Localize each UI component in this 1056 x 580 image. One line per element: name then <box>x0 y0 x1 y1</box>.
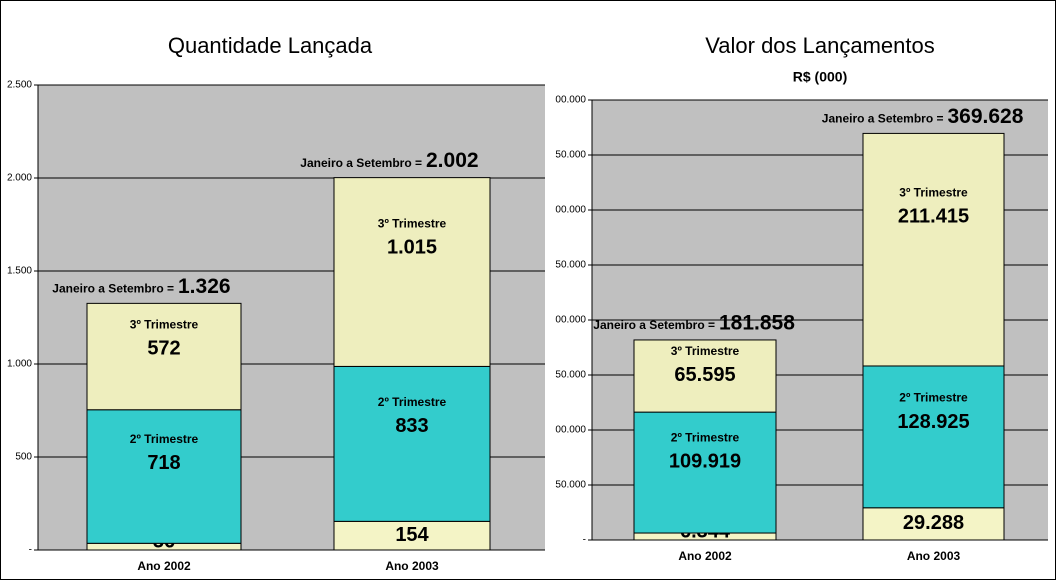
segment-name: 3º Trimestre <box>130 317 199 331</box>
total-label: 2.002 <box>426 149 479 172</box>
bar-segment <box>333 520 491 551</box>
y-tick-label: 1.500 <box>7 266 32 277</box>
total-prefix: Janeiro a Setembro = <box>822 112 944 126</box>
y-tick-label: 50.000 <box>555 480 586 491</box>
total-prefix: Janeiro a Setembro = <box>52 282 174 296</box>
data-label: 29.288 <box>903 512 964 534</box>
bar-segment <box>333 365 491 522</box>
data-label: 572 <box>147 338 180 360</box>
total-label: 181.858 <box>719 312 795 335</box>
bar-segment <box>333 177 491 367</box>
segment-name: 2º Trimestre <box>378 395 447 409</box>
y-tick-label: 1.000 <box>7 359 32 370</box>
segment-name: 3º Trimestre <box>899 185 968 199</box>
data-label: 211.415 <box>898 205 969 227</box>
data-label: 109.919 <box>669 451 741 473</box>
segment-name: 2º Trimestre <box>899 391 968 405</box>
data-label: 718 <box>147 452 180 474</box>
x-tick-label: Ano 2002 <box>137 559 191 573</box>
y-tick-label: 2.000 <box>7 173 32 184</box>
data-label: 65.595 <box>674 364 735 386</box>
bar-segment <box>633 411 777 534</box>
y-tick-label: 500 <box>15 452 32 463</box>
data-label: 833 <box>395 415 428 437</box>
y-tick-label: - <box>29 545 32 556</box>
data-label: 154 <box>395 524 429 546</box>
y-tick-label: 50.000 <box>555 370 586 381</box>
bar-segment <box>862 132 1005 367</box>
bar-segment <box>862 365 1005 509</box>
y-tick-label: 50.000 <box>555 150 586 161</box>
bar-segment <box>633 339 777 413</box>
total-prefix: Janeiro a Setembro = <box>593 318 715 332</box>
x-tick-label: Ano 2002 <box>678 549 732 563</box>
bar-segment <box>862 507 1005 541</box>
data-label: 128.925 <box>897 411 969 433</box>
data-label: 1.015 <box>387 237 437 259</box>
y-tick-label: 00.000 <box>555 425 586 436</box>
segment-name: 2º Trimestre <box>671 431 740 445</box>
y-tick-label: 2.500 <box>7 80 32 91</box>
y-tick-label: 00.000 <box>555 95 586 106</box>
total-label: 369.628 <box>948 105 1024 128</box>
segment-name: 3º Trimestre <box>671 344 740 358</box>
y-tick-label: - <box>583 535 586 546</box>
segment-name: 3º Trimestre <box>378 216 447 230</box>
chart-subtitle: R$ (000) <box>793 69 847 85</box>
x-tick-label: Ano 2003 <box>385 559 439 573</box>
bar-segment <box>86 409 242 544</box>
total-prefix: Janeiro a Setembro = <box>300 156 422 170</box>
y-tick-label: 00.000 <box>555 315 586 326</box>
segment-name: 2º Trimestre <box>130 432 199 446</box>
chart-title: Valor dos Lançamentos <box>705 33 935 58</box>
x-tick-label: Ano 2003 <box>907 549 961 563</box>
y-tick-label: 00.000 <box>555 205 586 216</box>
y-tick-label: 50.000 <box>555 260 586 271</box>
bar-segment <box>86 302 242 411</box>
chart-title: Quantidade Lançada <box>168 33 373 58</box>
total-label: 1.326 <box>178 275 231 298</box>
